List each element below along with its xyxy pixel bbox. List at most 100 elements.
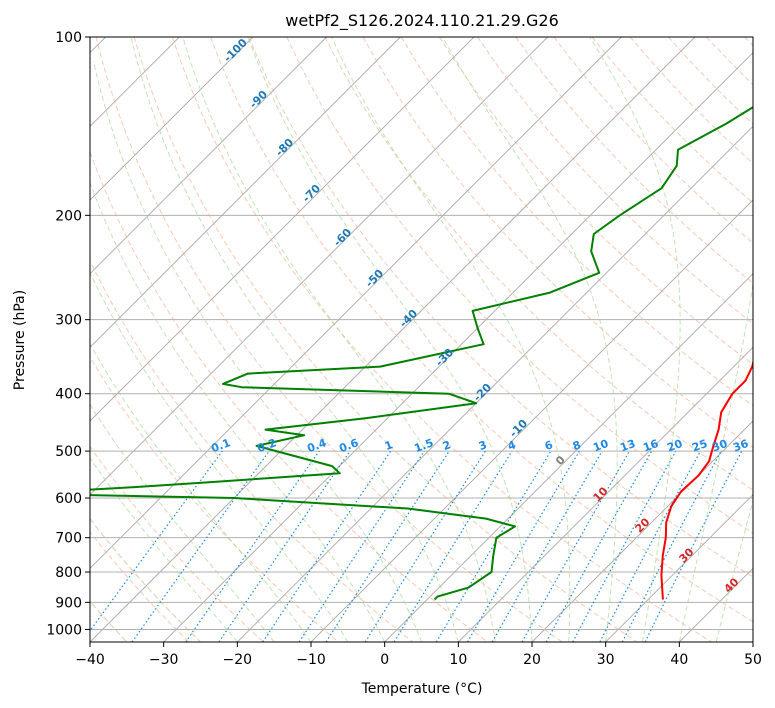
mixing-ratio-label: 4 — [506, 438, 518, 453]
x-tick-label: 10 — [449, 652, 467, 668]
y-tick-label: 100 — [55, 30, 82, 46]
moist-adiabat-line — [130, 37, 459, 642]
mixing-ratio-line — [521, 450, 631, 642]
isotherm-line — [236, 125, 753, 642]
isotherm-line — [90, 37, 328, 275]
mixing-ratio-label: 1.5 — [412, 436, 435, 455]
mixing-ratio-label: 0.2 — [255, 436, 278, 455]
mixing-ratio-label: 10 — [591, 437, 610, 455]
dry-adiabat-line — [90, 259, 414, 642]
mixing-ratio-line — [545, 450, 653, 642]
y-tick-label: 300 — [55, 313, 82, 329]
mixing-ratio-label: 16 — [641, 437, 660, 455]
y-axis: 100 200 300 400 500 600 700 800 900 1000 — [46, 30, 90, 638]
moist-adiabat-line — [589, 37, 681, 642]
dry-adiabat-line — [324, 37, 753, 491]
y-tick-label: 800 — [55, 565, 82, 581]
mixing-ratio-line — [572, 450, 677, 642]
x-axis-title: Temperature (°C) — [361, 681, 483, 697]
isotherm-line — [384, 272, 753, 642]
x-tick-label: 50 — [744, 652, 762, 668]
x-tick-label: 0 — [380, 652, 389, 668]
mixing-ratio-label: 0.6 — [337, 436, 360, 455]
plot-frame — [89, 36, 754, 643]
x-tick-label: 40 — [670, 652, 688, 668]
mixing-ratio-label: 13 — [618, 437, 637, 454]
y-tick-label: 700 — [55, 531, 82, 547]
mixing-ratio-label: 3 — [477, 438, 489, 453]
dry-adiabat-line — [90, 150, 488, 642]
isotherm-line — [605, 493, 753, 642]
y-tick-label: 1000 — [46, 622, 82, 638]
dry-adiabat-line — [133, 37, 638, 642]
moist-adiabat-line — [678, 280, 753, 642]
mixing-ratio-line — [325, 450, 450, 642]
moist-adiabat-line — [331, 37, 571, 642]
x-tick-label: −10 — [296, 652, 326, 668]
moist-adiabat-line — [182, 37, 496, 642]
dry-adiabat-line — [362, 37, 753, 449]
mixing-ratio-label: 6 — [543, 438, 555, 453]
isotherm-line — [90, 37, 475, 422]
mixing-ratio-line — [218, 450, 351, 642]
y-tick-label: 600 — [55, 491, 82, 507]
mixing-ratio-line — [185, 450, 320, 642]
dewpoint-profile-line — [90, 106, 753, 601]
moist-adiabat-line — [90, 403, 275, 642]
mixing-ratio-line — [298, 450, 425, 642]
chart-title: wetPf2_S126.2024.110.21.29.G26 — [285, 11, 559, 31]
dry-adiabat-line — [400, 37, 753, 407]
dry-adiabat-line — [515, 37, 753, 284]
x-tick-label: 30 — [597, 652, 615, 668]
mixing-ratio-label: 0.4 — [305, 436, 328, 455]
moist-adiabat-line — [92, 61, 422, 642]
mixing-ratio-label: 20 — [665, 437, 684, 455]
isotherm-line — [457, 346, 753, 642]
series-layer — [90, 106, 753, 601]
x-tick-label: −30 — [149, 652, 179, 668]
y-tick-label: 900 — [55, 595, 82, 611]
background-lines — [90, 37, 753, 642]
x-tick-label: 20 — [523, 652, 541, 668]
moist-adiabat-line — [90, 457, 238, 642]
dry-adiabat-line — [248, 37, 753, 578]
moist-adiabat-line — [715, 499, 753, 642]
mixing-ratio-label: 0.1 — [209, 436, 232, 455]
x-axis: −40 −30 −20 −10 0 10 20 30 40 50 — [75, 642, 762, 668]
dry-adiabat-line — [95, 37, 563, 642]
mixing-ratio-label: 25 — [690, 437, 709, 454]
moist-adiabat-line — [247, 37, 533, 642]
isotherm-line — [90, 37, 549, 496]
y-tick-label: 500 — [55, 444, 82, 460]
dry-adiabat-line — [90, 356, 339, 642]
y-axis-title: Pressure (hPa) — [12, 290, 28, 390]
dry-adiabat-line — [171, 37, 712, 642]
mixing-ratio-line — [262, 450, 392, 642]
mixing-ratio-line — [644, 450, 743, 642]
moist-adiabat-line — [90, 271, 349, 642]
mixing-ratio-label: 1 — [383, 438, 395, 453]
mixing-ratio-label: 2 — [441, 438, 453, 453]
y-tick-label: 200 — [55, 208, 82, 224]
moist-adiabat-line — [441, 37, 618, 642]
dry-adiabat-line — [477, 37, 753, 325]
y-tick-label: 400 — [55, 387, 82, 403]
mixing-ratio-line — [131, 450, 270, 642]
x-tick-label: −20 — [223, 652, 253, 668]
isotherm-line — [531, 420, 753, 642]
isotherm-line — [90, 37, 254, 201]
dry-adiabat-line — [210, 37, 753, 623]
isotherm-line — [90, 37, 622, 570]
mixing-ratio-label: 30 — [710, 437, 729, 455]
isotherm-line — [90, 37, 401, 349]
dry-adiabat-line — [90, 531, 190, 642]
mixing-ratio-label: 8 — [571, 438, 583, 453]
mixing-ratio-line — [90, 450, 223, 632]
temperature-profile-line — [660, 359, 753, 600]
x-tick-label: −40 — [75, 652, 105, 668]
mixing-ratio-line — [393, 450, 513, 642]
mixing-ratio-label: 36 — [731, 437, 750, 455]
dry-adiabat-line — [438, 37, 753, 366]
